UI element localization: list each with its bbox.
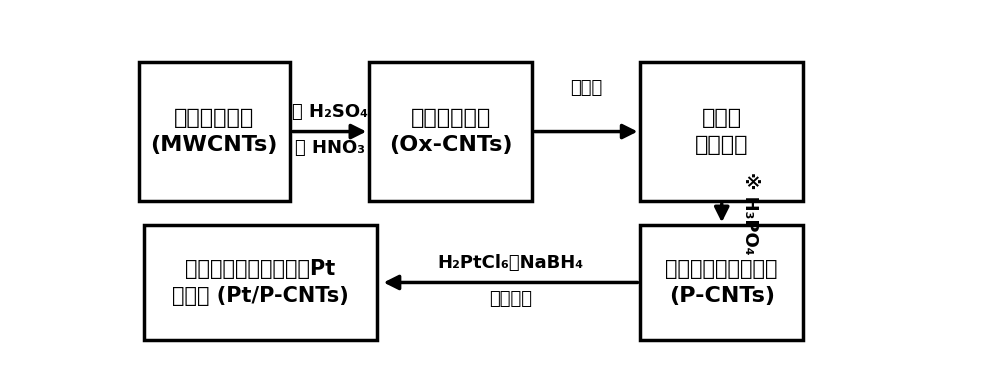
- Text: 浓 HNO₃: 浓 HNO₃: [295, 139, 365, 157]
- Text: 氧化碳纳米管: 氧化碳纳米管: [410, 108, 491, 128]
- Text: ※ H₃PO₄: ※ H₃PO₄: [741, 172, 759, 254]
- Text: H₂PtCl₆，NaBH₄: H₂PtCl₆，NaBH₄: [437, 254, 583, 272]
- Text: 碳纳米管: 碳纳米管: [695, 135, 748, 155]
- Text: (Ox-CNTs): (Ox-CNTs): [389, 135, 512, 155]
- FancyBboxPatch shape: [144, 225, 377, 340]
- Text: 酰氯化: 酰氯化: [702, 108, 742, 128]
- FancyBboxPatch shape: [369, 62, 532, 201]
- Text: (MWCNTs): (MWCNTs): [150, 135, 278, 155]
- Text: 超声分散: 超声分散: [489, 290, 532, 308]
- Text: 磷酸功能化碳纳米管载Pt: 磷酸功能化碳纳米管载Pt: [186, 259, 336, 279]
- Text: 多壁碳纳米管: 多壁碳纳米管: [174, 108, 254, 128]
- Text: 浓 H₂SO₄: 浓 H₂SO₄: [292, 103, 368, 121]
- Text: (P-CNTs): (P-CNTs): [669, 286, 775, 306]
- FancyBboxPatch shape: [640, 62, 803, 201]
- Text: 傅化剂 (Pt/P-CNTs): 傅化剂 (Pt/P-CNTs): [172, 286, 349, 306]
- FancyBboxPatch shape: [139, 62, 290, 201]
- Text: 酰氯剂: 酰氯剂: [570, 79, 602, 97]
- FancyBboxPatch shape: [640, 225, 803, 340]
- Text: 磷酸功能化碳纳米管: 磷酸功能化碳纳米管: [666, 259, 778, 279]
